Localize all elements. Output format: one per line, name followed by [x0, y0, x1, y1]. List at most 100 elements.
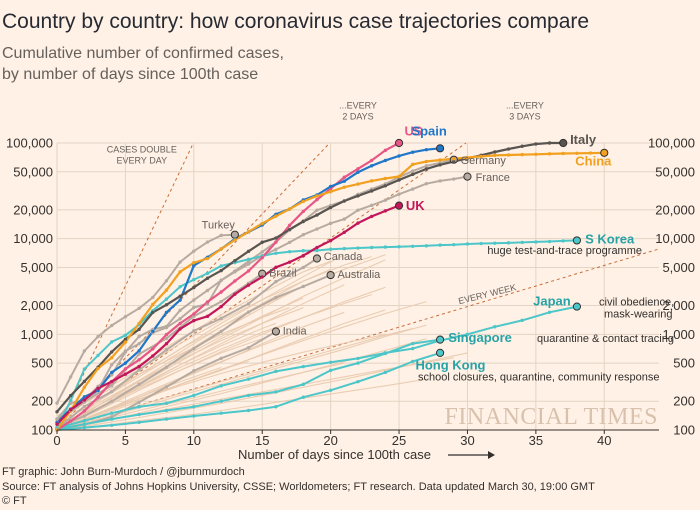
series-point-us	[137, 358, 141, 362]
series-point-uk	[68, 408, 73, 412]
series-point-japan	[328, 360, 333, 365]
series-point-japan	[493, 325, 497, 329]
series-point-s-korea	[411, 244, 415, 249]
series-point-singapore	[328, 368, 333, 373]
series-line-uk	[56, 204, 400, 425]
series-point-uk	[151, 354, 155, 358]
footer-source: Source: FT analysis of Johns Hopkins Uni…	[2, 481, 595, 493]
series-point-uk	[383, 209, 388, 213]
series-point-s-korea	[287, 249, 292, 254]
series-point-s-korea	[192, 277, 196, 282]
series-point-hong-kong	[219, 411, 223, 415]
series-point-uk	[301, 253, 305, 258]
x-axis-arrowhead	[488, 451, 495, 459]
series-point-us	[192, 312, 196, 316]
series-point-brazil	[164, 336, 169, 341]
y-tick-label-left: 2,000	[20, 298, 53, 313]
series-point-france	[137, 334, 141, 339]
series-point-s-korea	[397, 245, 401, 249]
series-point-hong-kong	[192, 414, 196, 418]
y-tick-label-left: 20,000	[13, 202, 53, 217]
series-point-canada	[301, 265, 305, 270]
series-point-japan	[274, 369, 278, 374]
series-point-canada	[219, 316, 223, 321]
series-point-japan	[110, 411, 114, 415]
series-point-s-korea	[328, 247, 333, 251]
series-endpoint-singapore	[435, 335, 445, 344]
series-point-china	[328, 189, 333, 194]
series-point-spain	[369, 164, 374, 168]
series-point-france	[164, 324, 169, 329]
series-point-japan	[411, 346, 415, 351]
series-point-france	[178, 308, 182, 312]
footer-graphic-credit: FT graphic: John Burn-Murdoch / @jburnmu…	[2, 466, 245, 478]
series-point-italy	[411, 172, 415, 177]
series-point-china	[369, 179, 374, 183]
series-point-uk	[82, 398, 87, 402]
background-series-line	[56, 378, 427, 431]
series-point-spain	[123, 361, 128, 365]
series-point-italy	[287, 227, 292, 232]
series-point-uk	[178, 327, 182, 331]
series-point-france	[287, 240, 292, 245]
series-point-china	[164, 288, 169, 292]
series-point-turkey	[192, 249, 196, 253]
series-point-japan	[356, 356, 360, 361]
series-point-china	[315, 194, 319, 198]
guide-label-double-3: 3 DAYS	[509, 111, 540, 121]
series-point-germany	[192, 305, 196, 310]
series-point-france	[452, 177, 456, 181]
series-point-us	[233, 279, 237, 283]
series-point-china	[575, 151, 579, 155]
series-point-australia	[192, 346, 196, 351]
series-point-italy	[205, 276, 210, 280]
series-point-spain	[342, 179, 347, 183]
series-point-china	[233, 238, 237, 242]
series-point-us	[287, 223, 292, 228]
series-point-s-korea	[438, 243, 442, 247]
y-tick-label-right: 1,000	[662, 327, 695, 342]
series-label-india: India	[283, 325, 308, 337]
y-tick-label-right: 100	[673, 423, 695, 438]
series-point-us	[246, 269, 251, 273]
series-point-italy	[383, 184, 388, 188]
series-point-uk	[110, 379, 114, 384]
series-point-china	[356, 182, 360, 186]
series-point-italy	[68, 393, 73, 398]
series-point-spain	[178, 298, 182, 302]
series-point-france	[55, 417, 59, 421]
series-point-india	[246, 346, 251, 350]
series-point-singapore	[301, 382, 305, 387]
y-tick-label-right: 5,000	[662, 260, 695, 275]
series-point-australia	[82, 414, 87, 418]
series-point-australia	[164, 365, 169, 369]
series-point-us	[383, 148, 388, 153]
series-point-spain	[192, 263, 196, 268]
series-point-china	[96, 366, 100, 371]
background-series-line	[56, 286, 386, 431]
background-series-line	[56, 307, 304, 429]
series-point-canada	[192, 329, 196, 333]
series-point-spain	[424, 147, 429, 152]
series-point-s-korea	[493, 241, 497, 245]
series-point-italy	[192, 285, 196, 290]
series-point-china	[82, 385, 87, 389]
series-point-china	[205, 256, 210, 261]
series-point-uk	[342, 230, 347, 234]
series-point-us	[123, 367, 128, 371]
series-point-us	[301, 209, 305, 214]
series-point-japan	[520, 318, 524, 323]
series-point-italy	[55, 410, 59, 414]
series-point-s-korea	[547, 239, 552, 244]
series-point-italy	[547, 141, 552, 145]
series-point-france	[397, 192, 401, 196]
series-point-s-korea	[424, 244, 429, 248]
series-point-hong-kong	[110, 423, 114, 427]
series-point-hong-kong	[82, 425, 87, 430]
series-point-france	[123, 350, 128, 354]
series-point-germany	[315, 208, 319, 212]
series-point-china	[287, 207, 292, 211]
x-axis-label: Number of days since 100th case	[238, 447, 431, 462]
